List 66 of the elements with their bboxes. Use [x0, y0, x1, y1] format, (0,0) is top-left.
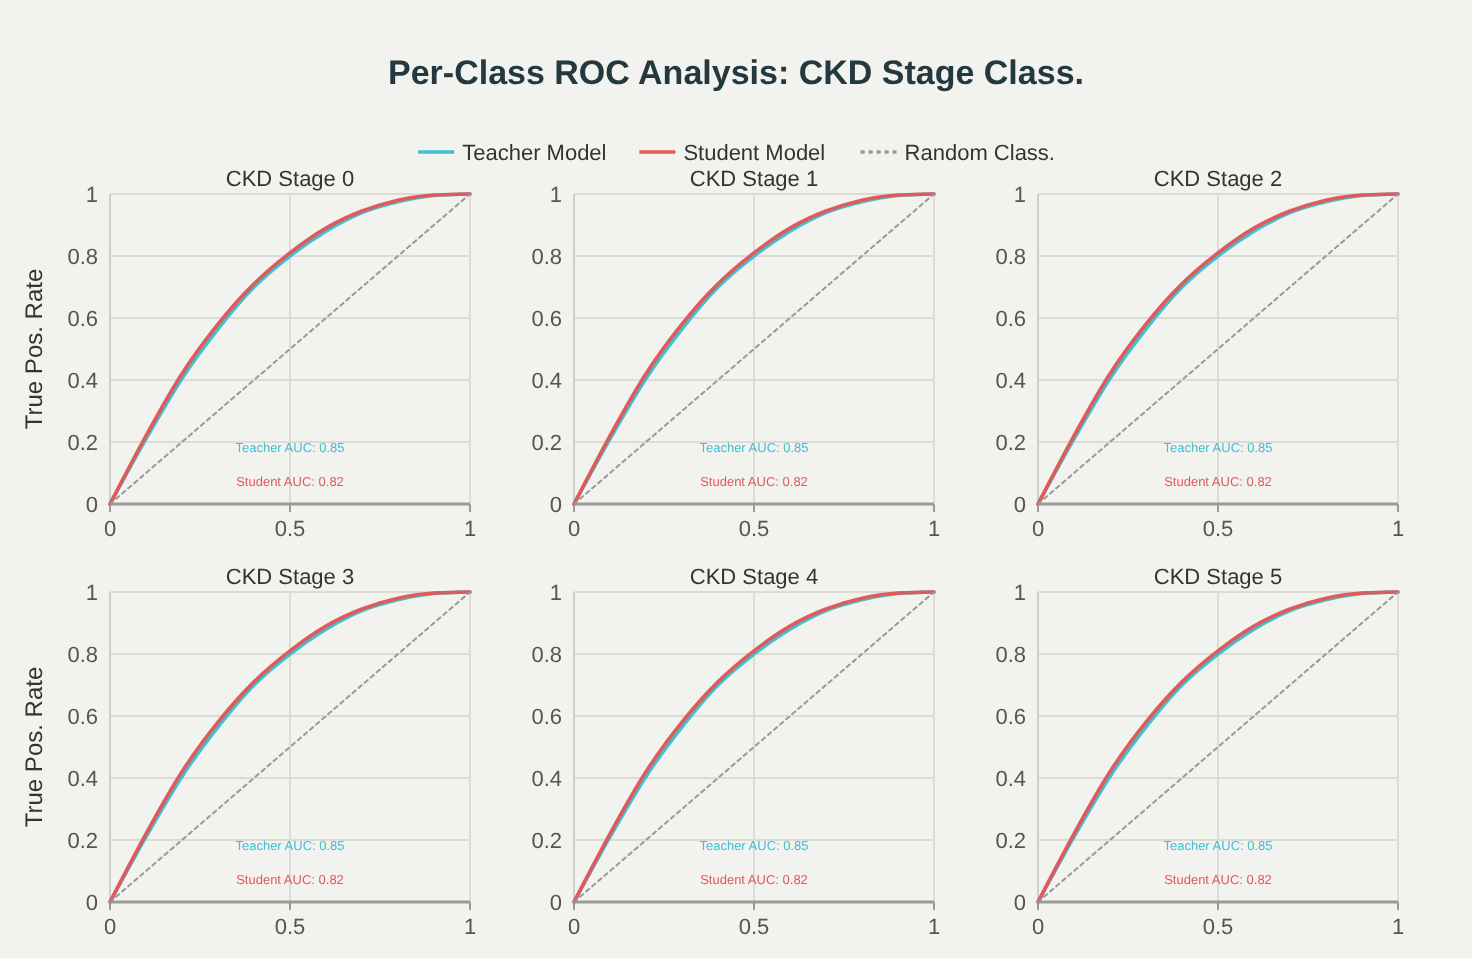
x-tick-label: 1 [927, 916, 941, 940]
x-tick-label: 1 [463, 916, 477, 940]
x-tick-label: 0.5 [738, 518, 770, 542]
chart-title: CKD Stage 4 [689, 566, 819, 590]
y-tick-label: 0.4 [67, 768, 98, 792]
y-tick-label: 0.6 [67, 308, 98, 332]
x-tick-label: 0.5 [1202, 916, 1234, 940]
x-tick-label: 0.5 [738, 916, 770, 940]
y-tick-label: 0.8 [531, 644, 562, 668]
y-tick-label: 0.2 [995, 830, 1026, 854]
x-tick-label: 0.5 [1202, 518, 1234, 542]
chart-title: CKD Stage 3 [225, 566, 355, 590]
y-tick-label: 0.8 [67, 644, 98, 668]
legend-label: Student Model [683, 142, 826, 166]
y-tick-label: 0.4 [531, 370, 562, 394]
x-tick-label: 1 [927, 518, 941, 542]
y-tick-label: 0.8 [995, 246, 1026, 270]
y-tick-label: 0.2 [67, 432, 98, 456]
x-tick-label: 0 [103, 518, 117, 542]
y-tick-label: 0.4 [995, 768, 1026, 792]
y-tick-label: 0 [85, 892, 98, 916]
y-tick-label: 0.2 [531, 432, 562, 456]
chart-title: CKD Stage 5 [1153, 566, 1283, 590]
y-tick-label: 0.2 [531, 830, 562, 854]
x-tick-label: 0 [1031, 916, 1045, 940]
y-tick-label: 0.8 [67, 246, 98, 270]
y-tick-label: 0.2 [995, 432, 1026, 456]
x-tick-label: 0.5 [274, 916, 306, 940]
y-tick-label: 1 [1013, 582, 1026, 606]
x-tick-label: 0 [567, 916, 581, 940]
y-tick-label: 1 [549, 184, 562, 208]
y-tick-label: 1 [85, 184, 98, 208]
x-tick-label: 1 [1391, 916, 1405, 940]
x-tick-label: 0 [103, 916, 117, 940]
y-tick-label: 0.4 [531, 768, 562, 792]
y-tick-label: 0.2 [67, 830, 98, 854]
chart-subtitle: CKD Stage 0 [225, 168, 355, 192]
y-axis-title: True Pos. Rate [20, 268, 48, 430]
y-tick-label: 0.8 [995, 644, 1026, 668]
y-tick-label: 0.6 [531, 706, 562, 730]
y-tick-label: 0.4 [67, 370, 98, 394]
y-tick-label: 0 [1013, 494, 1026, 518]
y-tick-label: 0.6 [67, 706, 98, 730]
y-axis-title: True Pos. Rate [20, 666, 48, 828]
x-tick-label: 1 [463, 518, 477, 542]
y-tick-label: 0 [549, 892, 562, 916]
x-tick-label: 0 [1031, 518, 1045, 542]
y-tick-label: 0.6 [995, 308, 1026, 332]
y-tick-label: 1 [85, 582, 98, 606]
y-tick-label: 0 [1013, 892, 1026, 916]
chart-title: CKD Stage 1 [689, 168, 819, 192]
x-tick-label: 0 [567, 518, 581, 542]
legend-label: Teacher Model [462, 142, 607, 166]
y-tick-label: 0.4 [995, 370, 1026, 394]
y-tick-label: 0 [85, 494, 98, 518]
x-tick-label: 0.5 [274, 518, 306, 542]
y-tick-label: 0.8 [531, 246, 562, 270]
text: Per-Class ROC Analysis: CKD Stage Class. [388, 54, 1084, 92]
y-tick-label: 1 [549, 582, 562, 606]
y-tick-label: 1 [1013, 184, 1026, 208]
y-tick-label: 0 [549, 494, 562, 518]
y-tick-label: 0.6 [531, 308, 562, 332]
y-tick-label: 0.6 [995, 706, 1026, 730]
chart-title: CKD Stage 2 [1153, 168, 1283, 192]
legend-label: Random Class. [904, 142, 1056, 166]
x-tick-label: 1 [1391, 518, 1405, 542]
